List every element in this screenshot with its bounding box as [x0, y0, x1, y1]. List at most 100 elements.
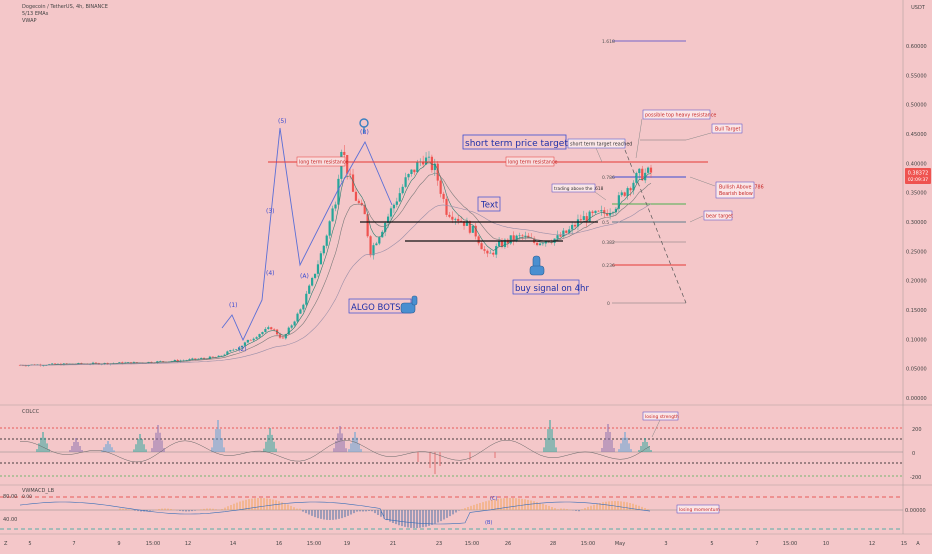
candle-body: [176, 359, 179, 362]
candle-body: [471, 225, 474, 233]
ltr-label-box-1: [296, 156, 346, 167]
wave-label: (5): [278, 118, 287, 125]
osc1-tick-200: 200: [912, 427, 922, 433]
elliott-wave-path: [221, 127, 393, 342]
losing-strength-text: losing strength: [645, 414, 679, 420]
vwap-line: [20, 203, 652, 366]
osc1-tick-0: 0: [912, 451, 915, 457]
candle-body: [489, 252, 492, 254]
target-reached-box: [567, 138, 626, 149]
candle-body: [492, 252, 495, 255]
candle-body: [547, 241, 550, 243]
osc1-tick-neg200: -200: [910, 475, 921, 481]
ema-indicator-label[interactable]: 5/13 EMAs: [22, 11, 49, 17]
candle-body: [571, 224, 574, 230]
bull-target-box: [711, 123, 743, 134]
candle-body: [527, 235, 530, 238]
bull-target-pointer: [685, 132, 712, 141]
candle-body: [328, 221, 331, 236]
time-tick-label: 15:00: [783, 541, 797, 547]
candle-body: [518, 235, 521, 237]
bearish-below-text: Bearish below: [719, 191, 753, 197]
vwap-indicator-label[interactable]: VWAP: [22, 18, 37, 24]
text-annotation: Text: [480, 201, 499, 211]
candle-body: [524, 235, 527, 237]
price-tick-label: 0.15000: [906, 308, 927, 314]
candle-body: [24, 365, 27, 367]
candle-body: [474, 225, 477, 237]
candle-body: [579, 219, 582, 221]
time-tick-label: 14: [230, 541, 236, 547]
candle-body: [159, 361, 162, 362]
candle-body: [162, 361, 165, 362]
candle-body: [53, 363, 57, 365]
time-tick-label: 16: [276, 541, 282, 547]
buy-signal-text: buy signal on 4hr: [515, 284, 589, 294]
time-tick-label: 5: [28, 541, 31, 547]
bear-target-box: [703, 210, 733, 221]
candle-body: [594, 210, 597, 214]
candle-body: [462, 221, 466, 226]
ltr-label-2: long term resistance: [508, 160, 557, 166]
trading-above-text: trading above the .618: [554, 186, 604, 192]
candle-body: [606, 213, 609, 216]
candle-body: [416, 162, 419, 173]
candle-body: [349, 173, 352, 175]
candle-body: [603, 210, 606, 214]
candle-body: [296, 313, 299, 322]
candle-body: [255, 337, 258, 339]
candle-body: [559, 235, 562, 237]
price-tick-label: 0.00000: [906, 396, 927, 402]
fib-236-label: 0.236: [602, 263, 615, 269]
price-tick-label: 0.45000: [906, 132, 927, 138]
candle-body: [436, 163, 439, 181]
ltr-label-box-2: [505, 156, 555, 167]
candle-body: [541, 243, 545, 245]
price-tick-label: 0.30000: [906, 220, 927, 226]
time-tick-label: 5: [710, 541, 713, 547]
candle-body: [202, 358, 206, 359]
candle-body: [609, 212, 612, 216]
candle-body: [413, 169, 416, 173]
current-price-value: 0.38372: [908, 171, 929, 177]
candle-body: [246, 339, 249, 343]
time-tick-label: 3: [664, 541, 667, 547]
candle-body: [503, 239, 507, 247]
candle-body: [451, 216, 454, 220]
candle-body: [273, 329, 276, 330]
candle-body: [395, 201, 398, 205]
time-tick-label: 15:00: [307, 541, 321, 547]
candle-body: [357, 200, 360, 203]
short-term-target-box: [462, 134, 567, 150]
candle-body: [173, 359, 176, 362]
candle-body: [629, 188, 632, 191]
osc2-left-tick-40: 40.00: [3, 517, 17, 523]
candle-body: [495, 246, 498, 255]
time-tick-label: 28: [550, 541, 556, 547]
possible-top-text: possible top heavy resistance: [645, 113, 716, 119]
candle-body: [591, 211, 594, 214]
possible-top-pointer: [635, 118, 643, 159]
time-tick-label: 19: [344, 541, 350, 547]
current-price-badge: [905, 168, 931, 184]
candle-body: [211, 356, 214, 358]
candle-body: [229, 350, 232, 352]
candle-body: [270, 327, 273, 330]
candle-body: [638, 168, 641, 174]
price-tick-label: 0.50000: [906, 103, 927, 109]
osc2-title[interactable]: VWMACD_LB: [22, 488, 55, 494]
candle-body: [448, 214, 451, 217]
candle-body: [424, 157, 428, 165]
candle-body: [311, 277, 314, 286]
candle-body: [378, 237, 381, 244]
losing-strength-pointer: [651, 419, 661, 438]
candle-body: [191, 358, 194, 360]
osc1-title[interactable]: COLCC: [22, 409, 40, 415]
candle-body: [386, 216, 390, 223]
candle-body: [237, 347, 241, 350]
fib-5-label: 0.5: [602, 220, 609, 226]
candle-body: [366, 214, 369, 237]
wave-label: (2): [238, 346, 247, 353]
candle-body: [556, 235, 559, 239]
